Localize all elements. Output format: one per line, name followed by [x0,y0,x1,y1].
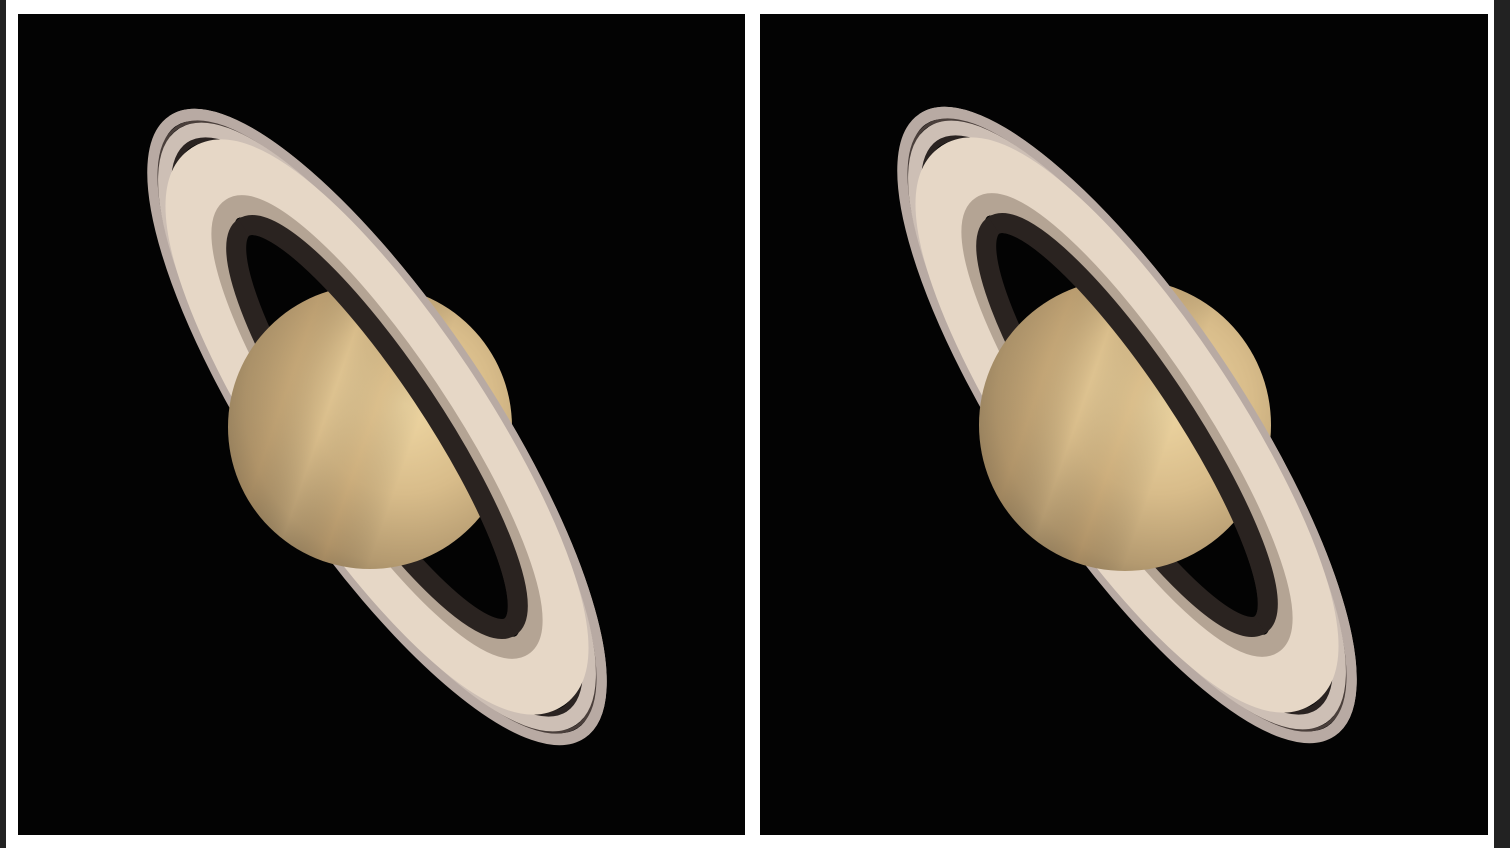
edge [1494,0,1510,848]
edge [0,0,6,848]
right-panel [760,14,1488,835]
left-panel [18,14,745,835]
